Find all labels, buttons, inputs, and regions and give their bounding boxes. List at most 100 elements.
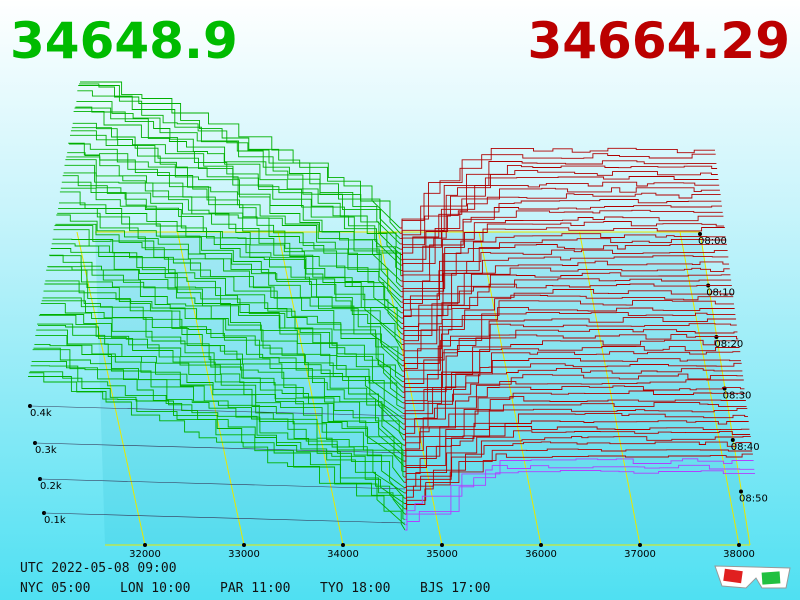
ask-ridge	[404, 448, 753, 510]
price-label: 37000	[624, 549, 656, 560]
price-label: 33000	[228, 549, 260, 560]
depth-label: 0.3k	[35, 445, 57, 456]
price-tick	[539, 543, 543, 547]
bid-ridge	[74, 107, 401, 261]
ask-ridge	[402, 329, 738, 398]
ask-ridge	[404, 453, 753, 515]
bid-ridge	[75, 106, 401, 255]
time-label: 08:10	[706, 288, 735, 299]
ask-ridge	[400, 160, 717, 240]
price-grid	[277, 231, 344, 546]
bid-ridge	[38, 324, 405, 473]
ask-ridge	[404, 435, 751, 499]
ask-ridge	[403, 390, 746, 457]
price-tick	[242, 543, 246, 547]
ask-ridge	[403, 373, 744, 441]
bid-ridge	[42, 297, 404, 446]
bid-ridge	[39, 314, 405, 462]
utc-time: UTC 2022-05-08 09:00	[20, 561, 177, 576]
price-tick	[440, 543, 444, 547]
ask-ridge	[404, 464, 755, 526]
price-label: 34000	[327, 549, 359, 560]
zone-time: PAR 11:00	[220, 581, 290, 596]
ask-ridge	[403, 402, 747, 467]
bid-price: 34648.9	[10, 12, 238, 70]
3d-glasses	[714, 565, 791, 589]
time-label: 08:50	[739, 494, 768, 505]
bid-ridge	[41, 300, 404, 451]
bid-ridge	[35, 335, 405, 488]
ask-ridge	[400, 187, 720, 266]
bid-ridge	[79, 83, 401, 234]
ask-ridge	[402, 283, 732, 356]
labels: 32000 33000 34000 35000 36000 37000 38000 0.1k 0…	[20, 236, 768, 596]
price-label: 35000	[426, 549, 458, 560]
ask-ridge	[402, 317, 737, 388]
ask-ridge	[403, 351, 741, 420]
depth-label: 0.4k	[30, 408, 52, 419]
bid-ridge	[67, 152, 402, 303]
price-grid	[378, 231, 443, 546]
ask-ridge	[400, 164, 718, 245]
ask-ridge	[402, 300, 734, 372]
price-grid	[579, 231, 641, 546]
ask-ridge	[403, 385, 745, 451]
ask-ridge	[404, 441, 752, 504]
price-label: 32000	[129, 549, 161, 560]
depth-label: 0.1k	[44, 515, 66, 526]
ask-ridge	[402, 294, 734, 367]
time-label: 08:20	[714, 339, 743, 350]
time-tick	[739, 489, 743, 494]
ask-ridge	[405, 470, 755, 531]
ask-ridge	[402, 323, 737, 393]
ask-ridge	[404, 430, 751, 494]
bid-ridge	[76, 101, 401, 250]
bid-ridge	[28, 376, 406, 531]
ask-price: 34664.29	[527, 12, 790, 70]
ask-ridge	[403, 357, 741, 425]
depth-label: 0.2k	[40, 481, 62, 492]
bid-ridge	[64, 164, 402, 319]
ask-ridge	[401, 243, 727, 319]
bid-ridge	[59, 191, 403, 345]
ask-ridge	[402, 312, 736, 383]
price-grid	[76, 231, 146, 546]
bid-ridge	[62, 175, 403, 329]
bid-ridge	[32, 349, 405, 504]
bid-ridge	[52, 238, 403, 388]
bid-ridge	[45, 280, 404, 430]
ask-ridge	[400, 205, 723, 282]
ask-ridge	[401, 238, 727, 314]
price-tick	[638, 543, 642, 547]
ask-ridge	[402, 278, 732, 351]
ask-ridge	[404, 407, 748, 473]
time-tick	[698, 232, 702, 236]
bid-ridge	[77, 90, 401, 245]
bid-ridge	[38, 314, 405, 467]
ask-ridge	[402, 334, 739, 404]
bid-ridge	[40, 303, 405, 457]
ask-ridge	[400, 209, 723, 287]
bid-ridge	[61, 181, 403, 335]
ask-ridge	[400, 199, 722, 277]
depth-line	[34, 442, 406, 454]
bid-ridge	[43, 290, 404, 441]
bid-ridge	[71, 127, 402, 276]
ask-ridge	[402, 339, 739, 409]
depth-line	[39, 478, 406, 490]
bid-ridge	[44, 283, 404, 435]
price-tick	[143, 543, 147, 547]
ask-ridge	[403, 362, 742, 430]
ask-ridge	[400, 170, 718, 250]
ask-ridge	[401, 272, 731, 346]
ask-ridge	[401, 233, 726, 308]
ask-ridge	[404, 426, 750, 489]
ask-ridge	[403, 396, 746, 462]
bid-ridge	[51, 243, 404, 393]
price-grid	[177, 231, 245, 546]
bid-ridge	[37, 323, 405, 478]
zone-time: LON 10:00	[120, 581, 190, 596]
bid-ridge	[58, 208, 403, 356]
ask-ridge	[400, 153, 716, 234]
